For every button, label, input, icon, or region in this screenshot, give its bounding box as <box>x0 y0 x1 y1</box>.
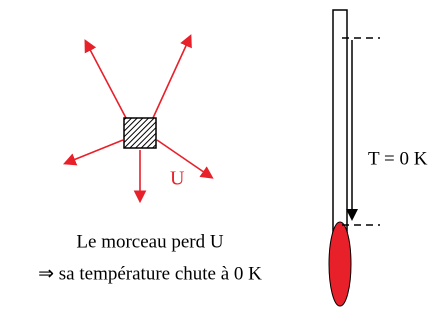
bulb <box>329 222 351 306</box>
piece <box>124 118 156 148</box>
diagram: U Le morceau perd U ⇒ sa température chu… <box>0 0 443 309</box>
energy-label: U <box>170 168 185 190</box>
caption-line: ⇒ sa température chute à 0 K <box>38 263 262 284</box>
tube <box>333 10 347 235</box>
arrow <box>66 140 123 163</box>
caption-line: Le morceau perd U <box>76 231 223 252</box>
arrow <box>86 42 126 118</box>
arrow <box>153 37 190 118</box>
temperature-label: T = 0 K <box>368 148 428 169</box>
